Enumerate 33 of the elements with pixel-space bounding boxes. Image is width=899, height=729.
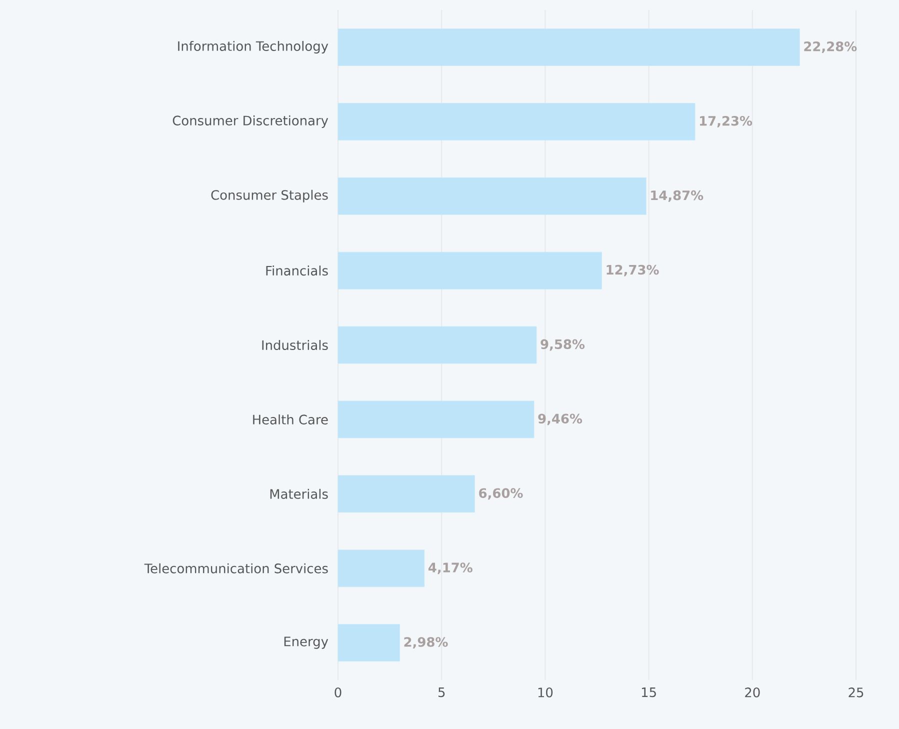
data-label: 22,28% [804,42,857,53]
y-tick-label: Health Care [253,414,328,424]
x-tick-label: 5 [438,688,445,698]
data-label: 12,73% [606,264,659,276]
bar [338,624,400,662]
data-label: 17,23% [700,116,752,128]
data-label: 4,17% [428,562,472,574]
data-label: 9,46% [538,414,582,426]
x-tick-label: 20 [745,688,760,698]
bar [338,400,534,438]
x-tick-label: 0 [334,688,342,698]
y-tick-label: Materials [270,488,328,499]
bar [338,550,425,588]
bar [338,28,800,66]
y-tick-label: Energy [284,636,328,649]
data-label: 2,98% [404,637,448,649]
bar [338,102,696,140]
y-tick-label: Consumer Staples [211,190,328,202]
x-tick-label: 15 [642,688,656,698]
data-label: 14,87% [651,190,704,202]
bar [338,326,537,364]
x-tick-label: 25 [848,688,864,698]
y-tick-label: Information Technology [178,40,328,54]
data-label: 9,58% [540,339,585,351]
bar [338,177,646,215]
y-tick-label: Financials [266,266,328,276]
y-tick-label: Consumer Discretionary [172,115,328,128]
bar [338,475,475,513]
y-tick-label: Industrials [262,340,328,350]
x-tick-label: 10 [538,688,553,698]
data-label: 6,60% [479,488,523,500]
bar [338,252,602,290]
y-tick-label: Telecommunication Services [144,563,328,574]
